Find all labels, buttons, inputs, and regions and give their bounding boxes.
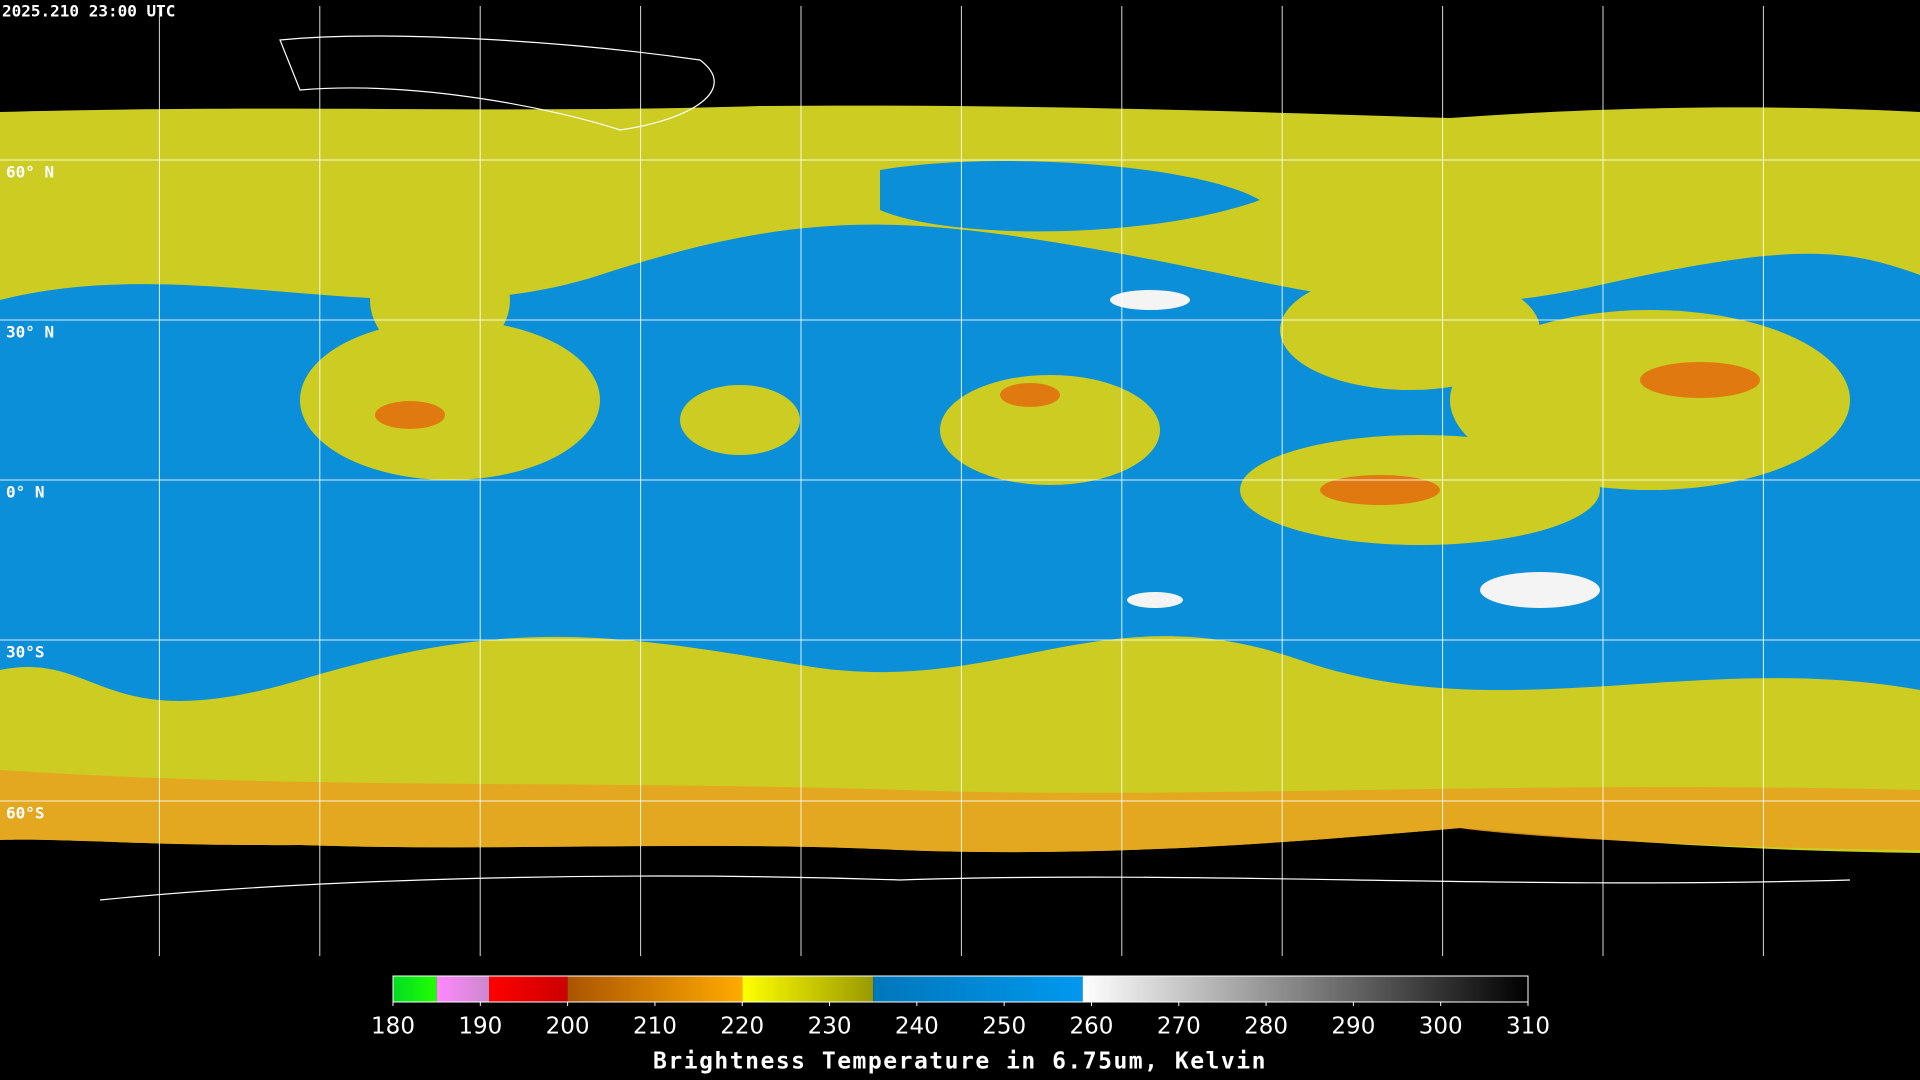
deep-convection bbox=[375, 401, 445, 429]
colorbar-tick-label: 230 bbox=[808, 1014, 852, 1040]
coastline bbox=[279, 35, 715, 131]
colorbar-tick-label: 190 bbox=[458, 1014, 502, 1040]
lat-label: 0° N bbox=[6, 483, 45, 502]
colorbar-segment bbox=[742, 976, 874, 1002]
colorbar-frame bbox=[392, 975, 1529, 1003]
colorbar-segment bbox=[489, 976, 568, 1002]
colorbar-segment bbox=[393, 976, 437, 1002]
lat-label: 60° N bbox=[6, 163, 54, 182]
colorbar-tick-label: 200 bbox=[546, 1014, 590, 1040]
cloud-cluster bbox=[940, 375, 1160, 485]
lat-label: 60°S bbox=[6, 804, 45, 823]
lat-label: 30° N bbox=[6, 323, 54, 342]
warm-spot bbox=[1110, 290, 1190, 310]
timestamp: 2025.210 23:00 UTC bbox=[2, 2, 175, 21]
imagery bbox=[0, 35, 1920, 901]
graticule bbox=[0, 6, 1920, 956]
colorbar-tick-label: 240 bbox=[895, 1014, 939, 1040]
cloud-cluster bbox=[1280, 270, 1540, 390]
cloud-cluster bbox=[370, 240, 510, 360]
colorbar-tick-label: 310 bbox=[1506, 1014, 1550, 1040]
warm-spot bbox=[1480, 572, 1600, 608]
colorbar-tick-label: 250 bbox=[982, 1014, 1026, 1040]
colorbar-tick-label: 280 bbox=[1244, 1014, 1288, 1040]
colorbar-tick-label: 260 bbox=[1070, 1014, 1114, 1040]
colorbar-tick-label: 210 bbox=[633, 1014, 677, 1040]
colorbar-segment bbox=[873, 976, 1083, 1002]
cloud-cluster bbox=[1450, 310, 1850, 490]
colorbar-segment bbox=[567, 976, 743, 1002]
lat-labels: 60° N 30° N 0° N 30°S 60°S bbox=[6, 163, 54, 823]
colorbar-tick-label: 270 bbox=[1157, 1014, 1201, 1040]
colorbar-tick-label: 290 bbox=[1331, 1014, 1375, 1040]
colorbar-tick-label: 220 bbox=[720, 1014, 764, 1040]
dry-region bbox=[880, 161, 1260, 232]
colorbar-tick-label: 300 bbox=[1419, 1014, 1463, 1040]
warm-spot bbox=[1127, 592, 1183, 608]
colorbar-title: Brightness Temperature in 6.75um, Kelvin bbox=[653, 1049, 1267, 1075]
deep-convection bbox=[1320, 475, 1440, 505]
cloud-cluster bbox=[300, 320, 600, 480]
cloud-cluster bbox=[680, 385, 800, 455]
colorbar-segment bbox=[436, 976, 490, 1002]
colorbar-segment bbox=[1082, 976, 1528, 1002]
coastline bbox=[99, 875, 1851, 901]
lat-label: 30°S bbox=[6, 643, 45, 662]
colorbar: 180 190 200 210 220 230 240 250 260 270 280 290 300 3… bbox=[371, 975, 1550, 1040]
colorbar-tick-label: 180 bbox=[371, 1014, 415, 1040]
deep-convection bbox=[1000, 383, 1060, 407]
deep-convection bbox=[1640, 362, 1760, 398]
